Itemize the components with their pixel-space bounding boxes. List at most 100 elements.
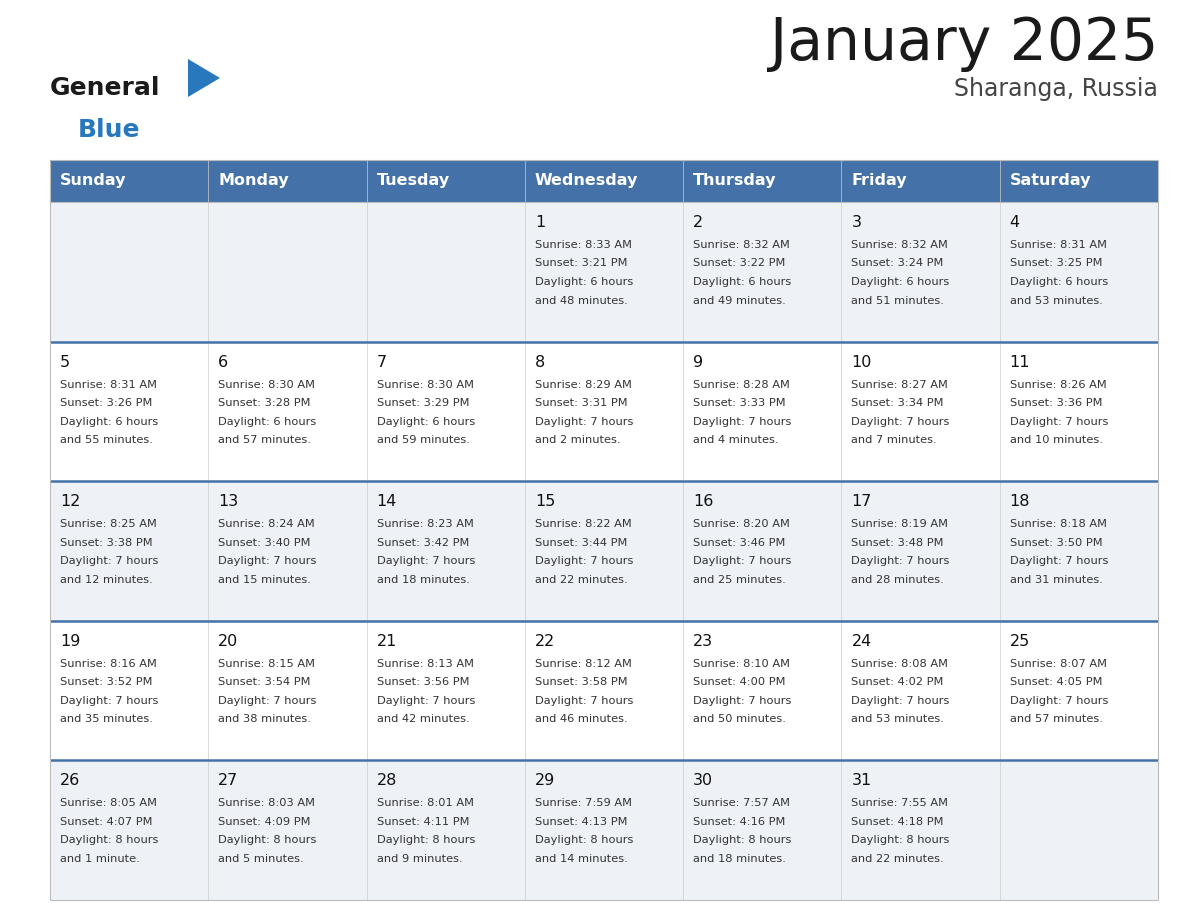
Text: Sunrise: 8:32 AM: Sunrise: 8:32 AM [693, 240, 790, 250]
Text: and 51 minutes.: and 51 minutes. [852, 296, 944, 306]
Text: and 31 minutes.: and 31 minutes. [1010, 575, 1102, 585]
Text: 26: 26 [61, 773, 81, 789]
Text: Daylight: 7 hours: Daylight: 7 hours [693, 417, 791, 427]
Text: Sunset: 3:52 PM: Sunset: 3:52 PM [61, 677, 152, 688]
Text: Sunrise: 8:24 AM: Sunrise: 8:24 AM [219, 520, 315, 529]
Text: and 28 minutes.: and 28 minutes. [852, 575, 944, 585]
Text: and 22 minutes.: and 22 minutes. [535, 575, 627, 585]
Text: Daylight: 7 hours: Daylight: 7 hours [693, 696, 791, 706]
Text: 1: 1 [535, 215, 545, 230]
Text: and 18 minutes.: and 18 minutes. [377, 575, 469, 585]
Text: Sunrise: 8:30 AM: Sunrise: 8:30 AM [219, 380, 315, 389]
Text: Sunrise: 8:03 AM: Sunrise: 8:03 AM [219, 799, 315, 809]
Text: 7: 7 [377, 354, 387, 370]
Text: Sunset: 3:29 PM: Sunset: 3:29 PM [377, 398, 469, 409]
Bar [50, 341, 1158, 481]
Text: Sunset: 3:21 PM: Sunset: 3:21 PM [535, 259, 627, 268]
Text: and 15 minutes.: and 15 minutes. [219, 575, 311, 585]
Text: 20: 20 [219, 633, 239, 649]
Text: Sunrise: 8:31 AM: Sunrise: 8:31 AM [61, 380, 157, 389]
Text: and 25 minutes.: and 25 minutes. [693, 575, 786, 585]
Text: 15: 15 [535, 494, 555, 509]
Text: Sunrise: 8:18 AM: Sunrise: 8:18 AM [1010, 520, 1107, 529]
Text: Sunset: 3:42 PM: Sunset: 3:42 PM [377, 538, 469, 548]
Text: and 35 minutes.: and 35 minutes. [61, 714, 153, 724]
Text: Sunset: 4:09 PM: Sunset: 4:09 PM [219, 817, 311, 827]
Text: 27: 27 [219, 773, 239, 789]
Text: Monday: Monday [219, 174, 289, 188]
Text: 9: 9 [693, 354, 703, 370]
Text: Sunset: 3:28 PM: Sunset: 3:28 PM [219, 398, 311, 409]
Text: Sunset: 3:44 PM: Sunset: 3:44 PM [535, 538, 627, 548]
Text: Sunset: 3:36 PM: Sunset: 3:36 PM [1010, 398, 1102, 409]
Text: Sunset: 3:46 PM: Sunset: 3:46 PM [693, 538, 785, 548]
Text: 13: 13 [219, 494, 239, 509]
Text: Tuesday: Tuesday [377, 174, 450, 188]
Text: and 50 minutes.: and 50 minutes. [693, 714, 786, 724]
Text: Sunset: 4:05 PM: Sunset: 4:05 PM [1010, 677, 1102, 688]
Text: Sunrise: 8:31 AM: Sunrise: 8:31 AM [1010, 240, 1107, 250]
Text: Daylight: 7 hours: Daylight: 7 hours [852, 417, 949, 427]
Text: 22: 22 [535, 633, 555, 649]
Bar [50, 160, 1158, 202]
Text: 24: 24 [852, 633, 872, 649]
Text: Daylight: 7 hours: Daylight: 7 hours [377, 556, 475, 566]
Text: and 10 minutes.: and 10 minutes. [1010, 435, 1102, 445]
Text: Sunrise: 8:30 AM: Sunrise: 8:30 AM [377, 380, 474, 389]
Text: Daylight: 7 hours: Daylight: 7 hours [852, 556, 949, 566]
Text: Daylight: 8 hours: Daylight: 8 hours [693, 835, 791, 845]
Text: Daylight: 7 hours: Daylight: 7 hours [852, 696, 949, 706]
Text: Sunrise: 8:12 AM: Sunrise: 8:12 AM [535, 659, 632, 669]
Text: Sunset: 3:48 PM: Sunset: 3:48 PM [852, 538, 944, 548]
Text: Sunrise: 8:16 AM: Sunrise: 8:16 AM [61, 659, 157, 669]
Text: Daylight: 6 hours: Daylight: 6 hours [852, 277, 949, 287]
Text: and 7 minutes.: and 7 minutes. [852, 435, 937, 445]
Text: and 57 minutes.: and 57 minutes. [1010, 714, 1102, 724]
Text: 5: 5 [61, 354, 70, 370]
Bar [50, 202, 1158, 341]
Text: 18: 18 [1010, 494, 1030, 509]
Text: Sunset: 4:16 PM: Sunset: 4:16 PM [693, 817, 785, 827]
Text: Daylight: 7 hours: Daylight: 7 hours [61, 696, 158, 706]
Text: Friday: Friday [852, 174, 908, 188]
Text: 8: 8 [535, 354, 545, 370]
Text: 12: 12 [61, 494, 81, 509]
Text: Sunrise: 8:19 AM: Sunrise: 8:19 AM [852, 520, 948, 529]
Text: 25: 25 [1010, 633, 1030, 649]
Text: Saturday: Saturday [1010, 174, 1092, 188]
Text: 21: 21 [377, 633, 397, 649]
Text: Sunset: 4:13 PM: Sunset: 4:13 PM [535, 817, 627, 827]
Text: Sunset: 3:38 PM: Sunset: 3:38 PM [61, 538, 152, 548]
Text: Sunset: 4:07 PM: Sunset: 4:07 PM [61, 817, 152, 827]
Text: Daylight: 8 hours: Daylight: 8 hours [377, 835, 475, 845]
Text: and 38 minutes.: and 38 minutes. [219, 714, 311, 724]
Text: Thursday: Thursday [693, 174, 777, 188]
Text: Sunset: 4:02 PM: Sunset: 4:02 PM [852, 677, 943, 688]
Text: and 12 minutes.: and 12 minutes. [61, 575, 153, 585]
Text: January 2025: January 2025 [770, 15, 1158, 72]
Text: Daylight: 6 hours: Daylight: 6 hours [1010, 277, 1108, 287]
Text: and 49 minutes.: and 49 minutes. [693, 296, 786, 306]
Text: Sunset: 3:56 PM: Sunset: 3:56 PM [377, 677, 469, 688]
Text: Sunday: Sunday [61, 174, 126, 188]
Text: Blue: Blue [78, 118, 140, 142]
Text: Sunrise: 8:28 AM: Sunrise: 8:28 AM [693, 380, 790, 389]
Text: and 4 minutes.: and 4 minutes. [693, 435, 778, 445]
Text: 10: 10 [852, 354, 872, 370]
Text: 14: 14 [377, 494, 397, 509]
Text: Sunrise: 8:13 AM: Sunrise: 8:13 AM [377, 659, 474, 669]
Text: and 53 minutes.: and 53 minutes. [852, 714, 944, 724]
Text: and 57 minutes.: and 57 minutes. [219, 435, 311, 445]
Bar [50, 760, 1158, 900]
Text: Sunrise: 8:33 AM: Sunrise: 8:33 AM [535, 240, 632, 250]
Text: and 18 minutes.: and 18 minutes. [693, 854, 786, 864]
Text: and 59 minutes.: and 59 minutes. [377, 435, 469, 445]
Text: Sunrise: 8:27 AM: Sunrise: 8:27 AM [852, 380, 948, 389]
Text: Sunset: 3:40 PM: Sunset: 3:40 PM [219, 538, 311, 548]
Text: Sunset: 4:18 PM: Sunset: 4:18 PM [852, 817, 944, 827]
Text: and 22 minutes.: and 22 minutes. [852, 854, 944, 864]
Text: 6: 6 [219, 354, 228, 370]
Text: Daylight: 7 hours: Daylight: 7 hours [535, 556, 633, 566]
Text: and 5 minutes.: and 5 minutes. [219, 854, 304, 864]
Text: Sunrise: 8:07 AM: Sunrise: 8:07 AM [1010, 659, 1107, 669]
